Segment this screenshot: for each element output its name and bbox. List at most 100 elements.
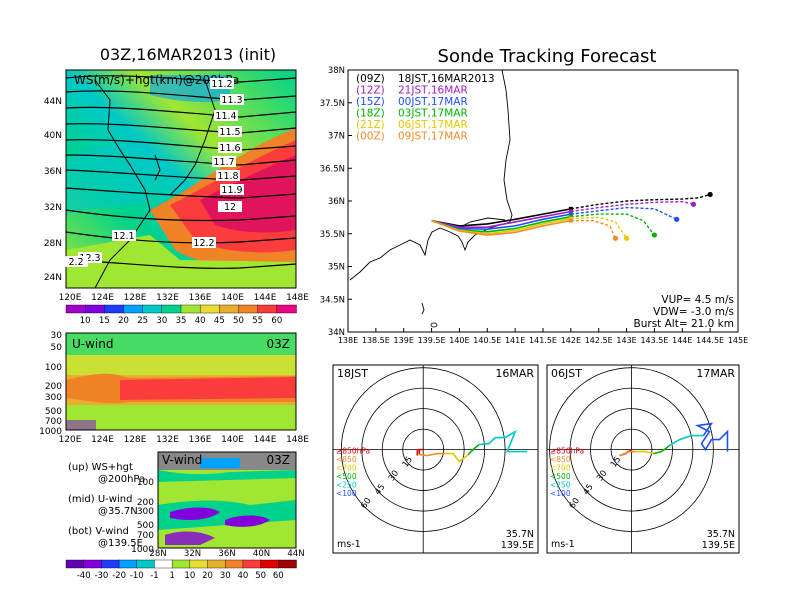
lon-tick-label: 145E bbox=[728, 336, 748, 345]
colorbar-swatch bbox=[101, 559, 120, 569]
launch-legend-jst: 18JST,16MAR2013 bbox=[398, 73, 495, 85]
contour-label: 11.5 bbox=[218, 126, 242, 138]
coastline bbox=[349, 69, 513, 281]
lon-tick-label: 143.5E bbox=[640, 336, 668, 345]
colorbar-swatch bbox=[65, 304, 86, 314]
launch-legend-jst: 03JST,17MAR bbox=[398, 108, 468, 120]
pressure-tick-label: 100 bbox=[137, 478, 154, 488]
hodograph-trace bbox=[669, 434, 704, 447]
svg-text:2.2: 2.2 bbox=[68, 257, 83, 268]
hodograph-lat: 35.7N bbox=[506, 529, 534, 540]
legend-note-level: @139.5E bbox=[98, 538, 143, 549]
colorbar-label: -20 bbox=[112, 571, 126, 581]
lat-tick-label: 35.5N bbox=[320, 230, 345, 240]
lon-tick-label: 140E bbox=[221, 293, 244, 303]
svg-text:11.4: 11.4 bbox=[215, 111, 236, 122]
track-line-descent bbox=[570, 219, 617, 239]
lon-tick-label: 140E bbox=[449, 336, 469, 345]
colorbar-swatch bbox=[84, 304, 106, 314]
pressure-tick-label: 300 bbox=[137, 507, 154, 517]
lon-tick-label: 139E bbox=[394, 336, 414, 345]
lon-tick-label: 144E bbox=[254, 435, 277, 445]
legend-note-title: (mid) U-wind bbox=[68, 494, 132, 505]
lon-tick-label: 120E bbox=[59, 293, 82, 303]
contour-label: 11.2 bbox=[210, 78, 234, 90]
launch-legend-utc: (21Z) bbox=[356, 119, 385, 131]
u-wind-time: 03Z bbox=[267, 337, 291, 351]
track-series-0 bbox=[431, 191, 713, 227]
colorbar-label: 40 bbox=[195, 316, 206, 326]
lon-tick-label: 138.5E bbox=[362, 336, 390, 345]
svg-text:11.9: 11.9 bbox=[221, 185, 242, 196]
track-line-descent bbox=[570, 213, 655, 236]
colorbar-label: 30 bbox=[156, 316, 167, 326]
u-lon-labels: 120E 124E 128E 132E 136E 140E 144E 148E bbox=[59, 435, 310, 445]
lat-tick-label: 37.5N bbox=[320, 99, 345, 109]
hodograph-unit: ms-1 bbox=[337, 539, 361, 550]
colorbar-swatch bbox=[242, 559, 262, 569]
hodograph-time: 18JST bbox=[337, 367, 368, 380]
lon-tick-label: 124E bbox=[91, 435, 114, 445]
colorbar-swatch bbox=[154, 559, 173, 569]
svg-text:11.2: 11.2 bbox=[211, 79, 232, 90]
wind-colorbar: -40 -30 -20 -10 -1 1 10 20 30 40 50 60 bbox=[65, 559, 297, 581]
colorbar-label: 10 bbox=[184, 571, 195, 581]
pressure-legend-entry: <500 bbox=[336, 472, 357, 481]
colorbar-swatch bbox=[104, 304, 125, 314]
colorbar-label: 10 bbox=[80, 316, 91, 326]
ws-colorbar: 10 15 20 25 30 35 40 45 50 55 60 bbox=[65, 304, 297, 326]
colorbar-label: 25 bbox=[137, 316, 148, 326]
pressure-legend-entry: ≥850hPa bbox=[336, 447, 370, 456]
lat-tick-label: 37N bbox=[328, 132, 345, 142]
lat-tick-label: 38N bbox=[328, 66, 345, 76]
svg-text:11.6: 11.6 bbox=[219, 143, 240, 154]
map-panel-label: WS(m/s)+hgt(km)@200hPa bbox=[74, 73, 239, 87]
hodograph-trace bbox=[694, 422, 729, 452]
pressure-legend-entry: <700 bbox=[336, 464, 357, 473]
lon-tick-label: 142.5E bbox=[585, 336, 613, 345]
hodograph-trace bbox=[653, 444, 670, 455]
colorbar-label: 45 bbox=[214, 316, 225, 326]
svg-text:12.2: 12.2 bbox=[193, 238, 214, 249]
svg-text:11.7: 11.7 bbox=[213, 157, 234, 168]
svg-text:11.8: 11.8 bbox=[217, 171, 238, 182]
v-wind-time: 03Z bbox=[267, 453, 291, 467]
launch-legend-jst: 06JST,17MAR bbox=[398, 119, 468, 131]
track-panel: 38N 37.5N 37N 36.5N 36N 35.5N 35N 34.5N 34N 138E… bbox=[320, 66, 748, 345]
lat-tick-label: 35N bbox=[328, 263, 345, 273]
colorbar-swatch bbox=[142, 304, 163, 314]
launch-legend-utc: (18Z) bbox=[356, 108, 385, 120]
colorbar-swatch bbox=[260, 559, 280, 569]
lat-tick-label: 44N bbox=[44, 97, 62, 107]
colorbar-label: 35 bbox=[176, 316, 187, 326]
lon-tick-label: 140.5E bbox=[473, 336, 501, 345]
colorbar-label: -10 bbox=[130, 571, 144, 581]
burst-point bbox=[568, 206, 573, 211]
svg-text:11.5: 11.5 bbox=[219, 127, 240, 138]
colorbar-swatch bbox=[118, 559, 138, 569]
legend-note-level: @200hPa bbox=[98, 474, 145, 485]
lon-tick-label: 142E bbox=[561, 336, 581, 345]
pressure-tick-label: 200 bbox=[137, 498, 154, 508]
track-line-ascent bbox=[431, 210, 572, 228]
svg-text:11.3: 11.3 bbox=[221, 95, 242, 106]
lat-tick-label: 36N bbox=[328, 197, 345, 207]
lon-tick-label: 132E bbox=[156, 293, 179, 303]
colorbar-label: 30 bbox=[220, 571, 231, 581]
landing-point bbox=[690, 201, 697, 207]
pressure-tick-label: 30 bbox=[51, 331, 63, 341]
lon-tick-label: 141E bbox=[505, 336, 525, 345]
ws-map-panel: WS(m/s)+hgt(km)@200hPa 11.2 11.3 11.4 11.5 1… bbox=[44, 69, 309, 326]
lon-tick-label: 141.5E bbox=[529, 336, 557, 345]
lon-tick-label: 144.5E bbox=[696, 336, 724, 345]
hodograph-lat: 35.7N bbox=[707, 529, 735, 540]
lon-tick-label: 132E bbox=[156, 435, 179, 445]
lat-tick-label: 36N bbox=[218, 549, 235, 559]
lat-tick-label: 32N bbox=[184, 549, 201, 559]
param-vup: VUP= 4.5 m/s bbox=[661, 294, 734, 306]
v-wind-label: V-wind bbox=[162, 453, 202, 467]
contour-label: 11.4 bbox=[214, 110, 238, 122]
colorbar-swatch bbox=[278, 559, 297, 569]
